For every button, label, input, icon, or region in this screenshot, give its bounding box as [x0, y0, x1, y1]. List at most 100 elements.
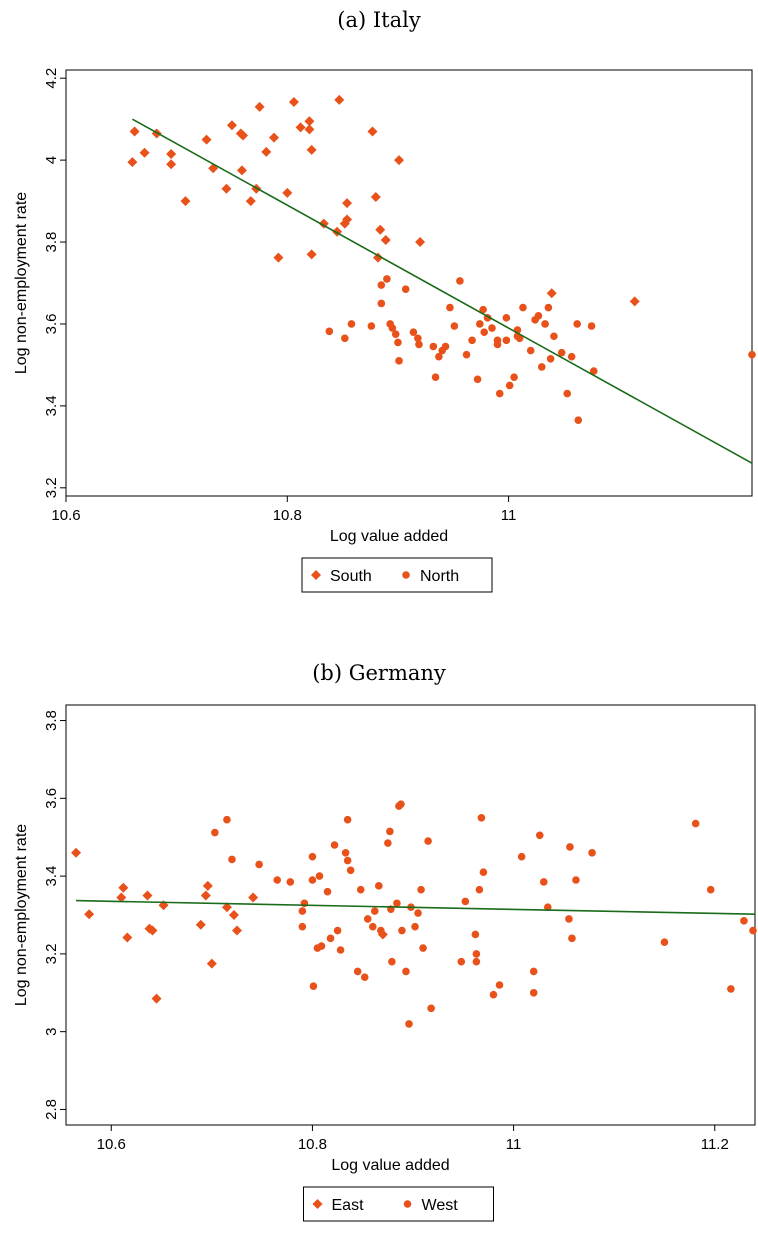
germany-y-tick-label-3-4: 3.4: [43, 866, 60, 887]
italy-point-north: [534, 311, 543, 320]
italy-point-north: [462, 350, 471, 359]
germany-point-west: [727, 985, 735, 993]
germany-point-west: [375, 882, 383, 890]
italy-point-north: [367, 322, 376, 330]
italy-point-north: [573, 320, 581, 328]
germany-point-west: [489, 990, 498, 999]
italy-point-north: [495, 389, 504, 398]
italy-point-south: [127, 157, 138, 168]
germany-point-west: [543, 903, 552, 912]
germany-point-west: [565, 915, 573, 923]
italy-point-north: [488, 324, 496, 332]
italy-point-north: [589, 367, 598, 375]
germany-point-west: [323, 887, 332, 896]
germany-point-west: [479, 868, 488, 877]
germany-point-west: [273, 876, 282, 884]
germany-point-west: [424, 837, 432, 845]
italy-x-tick-label-11: 11: [501, 507, 517, 524]
italy-legend-marker-south: [311, 570, 321, 580]
italy-point-south: [245, 196, 256, 207]
italy-point-north: [537, 363, 546, 371]
italy-point-north: [510, 373, 518, 382]
germany-y-axis-title: Log non-employment rate: [13, 824, 30, 1006]
italy-point-south: [226, 120, 237, 131]
italy-point-south: [334, 94, 345, 105]
germany-point-east: [221, 902, 232, 913]
germany-plot-frame: [65, 704, 756, 1126]
germany-point-east: [206, 958, 217, 969]
germany-point-west: [346, 866, 355, 875]
italy-x-tick-label-10-8: 10.8: [273, 507, 302, 524]
germany-point-west: [363, 915, 372, 923]
italy-point-south: [342, 198, 353, 209]
germany-point-west: [308, 852, 317, 861]
germany-y-tick-label-2-8: 2.8: [43, 1099, 60, 1120]
italy-point-north: [550, 332, 558, 341]
italy-y-tick-label-4: 4: [43, 156, 60, 164]
italy-point-south: [273, 252, 284, 263]
germany-y-tick-label-3-6: 3.6: [43, 788, 60, 809]
italy-point-south: [304, 124, 315, 135]
italy-point-south: [166, 148, 177, 159]
italy-plot-frame: [65, 69, 753, 497]
germany-x-tick-label-11-2: 11.2: [701, 1136, 729, 1153]
italy-y-tick-label-3-8: 3.8: [43, 232, 60, 253]
germany-point-west: [749, 926, 757, 935]
italy-point-north: [544, 303, 553, 312]
germany-point-east: [147, 925, 158, 936]
italy-point-north: [526, 346, 535, 355]
italy-point-south: [236, 165, 247, 176]
germany-point-west: [398, 926, 406, 935]
germany-point-west: [255, 860, 263, 869]
italy-point-north: [401, 285, 410, 293]
italy-point-south: [261, 146, 272, 157]
germany-point-east: [122, 932, 133, 943]
germany-point-west: [539, 878, 548, 886]
italy-y-tick-label-3-4: 3.4: [43, 395, 60, 416]
germany-point-west: [417, 885, 425, 894]
germany-x-tick-label-11: 11: [506, 1136, 522, 1153]
germany-point-west: [529, 967, 538, 976]
germany-point-west: [475, 885, 484, 894]
germany-point-west: [353, 967, 362, 976]
italy-point-north: [377, 281, 386, 289]
italy-point-north: [395, 357, 403, 365]
germany-point-west: [660, 938, 669, 947]
germany-point-west: [457, 957, 466, 966]
italy-point-south: [546, 288, 557, 299]
germany-point-west: [386, 827, 394, 836]
italy-legend-box: [301, 557, 493, 593]
italy-point-south: [129, 126, 140, 137]
germany-x-tick-label-10-6: 10.6: [97, 1136, 126, 1153]
italy-point-north: [325, 327, 334, 336]
germany-legend-box: [303, 1186, 494, 1222]
germany-y-tick-label-3: 3: [43, 1027, 60, 1035]
italy-fit-line: [131, 118, 753, 464]
germany-point-east: [84, 909, 95, 920]
germany-point-west: [472, 950, 481, 958]
germany-point-east: [151, 993, 162, 1004]
italy-point-north: [377, 299, 386, 308]
germany-point-west: [360, 973, 369, 982]
italy-point-south: [394, 155, 405, 166]
germany-point-west: [211, 828, 219, 837]
italy-point-north: [480, 328, 489, 336]
germany-point-west: [368, 922, 377, 931]
germany-point-west: [461, 897, 470, 906]
italy-point-north: [394, 338, 402, 347]
italy-point-south: [180, 196, 191, 207]
italy-point-south: [306, 249, 317, 260]
italy-legend-label-north: North: [420, 568, 459, 585]
italy-point-north: [383, 275, 391, 283]
germany-point-west: [477, 813, 486, 822]
germany-point-east: [248, 892, 259, 903]
germany-y-tick-label-3-8: 3.8: [43, 710, 60, 731]
italy-point-south: [306, 144, 317, 155]
italy-legend-label-south: South: [330, 568, 372, 585]
germany-point-west: [286, 878, 295, 886]
germany-point-east: [231, 925, 242, 936]
italy-point-north: [546, 354, 555, 363]
italy-y-axis-title: Log non-employment rate: [13, 192, 30, 374]
italy-point-north: [431, 373, 440, 382]
germany-point-east: [202, 880, 213, 891]
